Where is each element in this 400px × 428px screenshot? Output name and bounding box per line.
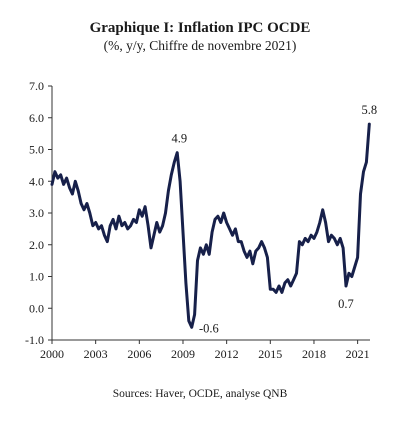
data-label: 4.9	[172, 132, 188, 146]
x-axis: 2000 2003 2006 2009 2012 2015 2018 2021	[40, 339, 370, 361]
y-tick-label: 7.0	[29, 79, 44, 93]
y-tick-label: 1.0	[29, 270, 44, 284]
y-tick-label: 3.0	[29, 206, 44, 220]
x-tick-label: 2000	[40, 347, 64, 361]
chart-title: Graphique I: Inflation IPC OCDE	[89, 20, 311, 36]
x-tick-label: 2018	[302, 347, 326, 361]
y-tick-label: 0.0	[29, 301, 44, 315]
y-tick-label: 5.0	[29, 143, 44, 157]
x-tick-label: 2003	[84, 347, 108, 361]
chart-source: Sources: Haver, OCDE, analyse QNB	[112, 388, 288, 400]
y-tick-label: 2.0	[29, 238, 44, 252]
plot-area	[50, 122, 371, 329]
x-tick-label: 2006	[127, 347, 151, 361]
x-tick-label: 2015	[258, 347, 282, 361]
data-label: 5.8	[361, 103, 377, 117]
annotations: 4.9 -0.6 0.7 5.8	[172, 103, 378, 335]
data-label: -0.6	[199, 321, 219, 335]
y-axis: 7.0 6.0 5.0 4.0 3.0 2.0 1.0 0.0 -1.0	[25, 79, 53, 347]
y-tick-label: 6.0	[29, 111, 44, 125]
y-tick-label: 4.0	[29, 174, 44, 188]
x-tick-label: 2021	[346, 347, 370, 361]
x-tick-label: 2009	[171, 347, 195, 361]
x-tick-label: 2012	[215, 347, 239, 361]
chart-subtitle: (%, y/y, Chiffre de novembre 2021)	[103, 38, 297, 53]
data-label: 0.7	[338, 297, 354, 311]
inflation-series-line	[50, 122, 371, 329]
y-tick-label: -1.0	[25, 333, 44, 347]
